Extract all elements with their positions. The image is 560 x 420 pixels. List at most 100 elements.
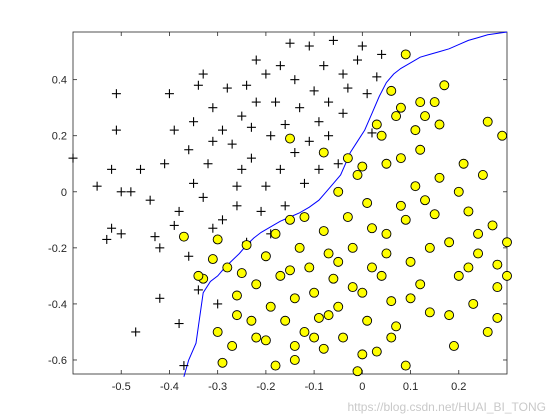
positive-point	[391, 321, 402, 332]
negative-point	[237, 164, 247, 174]
negative-point	[271, 97, 281, 107]
negative-point	[232, 181, 242, 191]
x-tick-label: -0.5	[112, 381, 131, 393]
positive-point	[328, 273, 339, 284]
positive-point	[270, 360, 281, 371]
positive-point	[362, 198, 373, 208]
positive-point	[357, 287, 368, 298]
positive-point	[323, 310, 334, 321]
negative-point	[275, 61, 285, 71]
negative-point	[319, 61, 329, 71]
positive-point	[473, 248, 484, 259]
negative-point	[131, 327, 141, 337]
positive-point	[299, 327, 310, 337]
positive-point	[453, 186, 464, 197]
negative-point	[314, 117, 324, 127]
positive-point	[477, 170, 488, 180]
negative-point	[174, 206, 184, 216]
negative-point	[107, 164, 117, 174]
negative-point	[203, 159, 213, 169]
positive-point	[395, 153, 406, 164]
positive-point	[289, 355, 300, 365]
positive-point	[251, 332, 262, 343]
negative-point	[353, 55, 363, 65]
negative-point	[198, 192, 208, 202]
positive-point	[395, 200, 406, 211]
positive-point	[352, 366, 363, 377]
positive-point	[217, 357, 228, 368]
positive-point	[299, 212, 310, 222]
positive-point	[347, 282, 358, 293]
positive-point	[178, 231, 189, 242]
negative-point	[208, 223, 218, 233]
positive-point	[285, 265, 295, 276]
negative-point	[304, 41, 314, 51]
positive-point	[376, 130, 387, 141]
x-tick-label: 0.1	[403, 381, 418, 393]
negative-point	[184, 251, 194, 261]
negative-point	[290, 75, 300, 85]
positive-point	[212, 234, 223, 245]
negative-point	[295, 103, 305, 113]
positive-point	[275, 270, 286, 281]
negative-point	[102, 234, 112, 244]
positive-point	[376, 270, 387, 281]
positive-point	[492, 312, 503, 323]
negative-point	[217, 215, 227, 225]
positive-point	[289, 293, 300, 304]
positive-point	[492, 259, 503, 270]
negative-point	[92, 181, 102, 191]
positive-point	[381, 248, 392, 259]
positive-point	[420, 111, 430, 122]
negative-point	[213, 299, 223, 309]
positive-point	[333, 186, 344, 197]
positive-point	[449, 341, 459, 351]
decision-boundary	[183, 31, 508, 377]
negative-point	[275, 164, 285, 174]
positive-point	[502, 237, 512, 248]
negative-point	[314, 164, 324, 174]
x-tick-label: 0	[359, 381, 365, 393]
positive-point	[410, 125, 421, 136]
positive-point	[434, 172, 445, 183]
negative-point	[256, 206, 266, 216]
positive-point	[492, 282, 503, 293]
positive-point	[386, 332, 397, 343]
negative-point	[193, 285, 203, 295]
y-tick-label: -0.6	[48, 355, 67, 367]
positive-point	[357, 161, 368, 172]
positive-point	[313, 312, 324, 323]
positive-point	[386, 85, 397, 96]
y-tick-label: -0.2	[48, 243, 67, 255]
negative-point	[261, 181, 271, 191]
positive-point	[289, 341, 300, 351]
positive-point	[207, 254, 218, 265]
positive-point	[323, 248, 334, 259]
negative-point	[208, 103, 218, 113]
negative-point	[261, 69, 271, 79]
positive-point	[395, 102, 406, 113]
negative-point	[145, 195, 155, 205]
positive-point	[444, 310, 455, 321]
negative-point	[280, 120, 290, 130]
positive-point	[463, 262, 474, 273]
negative-point	[169, 220, 179, 230]
negative-point	[280, 201, 290, 211]
positive-point	[309, 332, 320, 343]
positive-point	[400, 214, 411, 225]
negative-point	[362, 89, 372, 99]
positive-point	[463, 206, 474, 217]
positive-point	[400, 49, 411, 60]
positive-point	[260, 251, 271, 262]
negative-point	[237, 111, 247, 121]
positive-point	[357, 349, 368, 360]
positive-point	[415, 279, 426, 290]
positive-point	[434, 119, 445, 130]
positive-point	[371, 119, 382, 130]
axis-ticks: -0.5 -0.4 -0.3 -0.2 -0.1 0 0.1 0.2 -0.6 -0.4 -0.2 0…	[48, 32, 507, 393]
negative-point	[174, 319, 184, 329]
positive-point	[333, 301, 344, 312]
positive-point	[280, 315, 291, 326]
positive-point	[236, 268, 247, 279]
positive-point	[381, 158, 392, 169]
